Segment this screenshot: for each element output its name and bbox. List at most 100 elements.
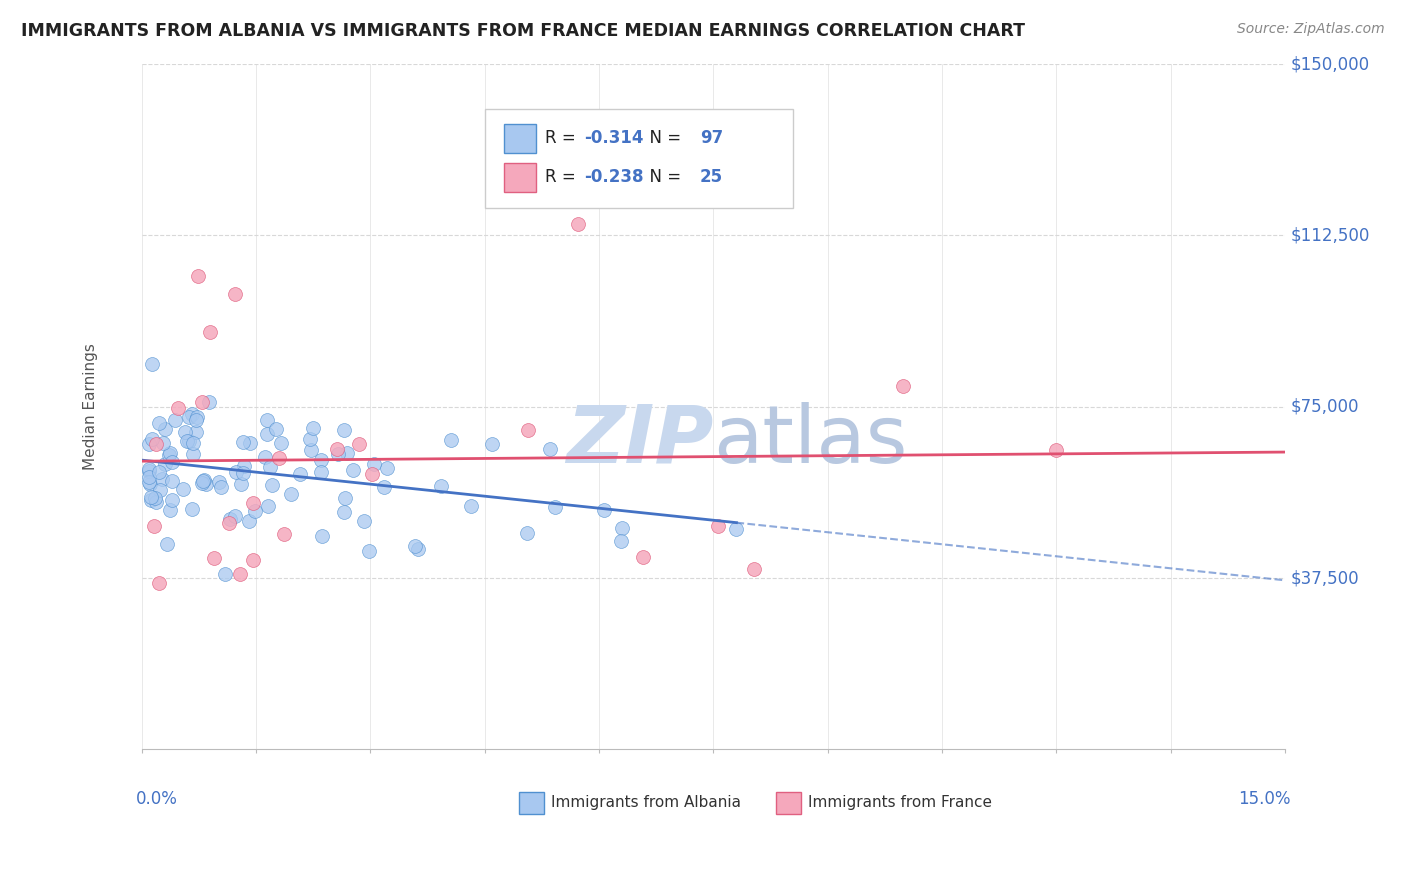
- Point: [232, 458, 254, 473]
- Point: [148, 465, 170, 479]
- Point: [357, 543, 380, 558]
- Point: [612, 521, 634, 535]
- Point: [361, 467, 384, 481]
- Point: [567, 217, 589, 231]
- Point: [267, 450, 290, 465]
- Point: [209, 480, 232, 494]
- Point: [742, 562, 765, 576]
- Point: [633, 549, 655, 564]
- Point: [891, 379, 914, 393]
- Point: [202, 550, 225, 565]
- Point: [172, 482, 194, 496]
- Point: [225, 465, 247, 479]
- Point: [309, 453, 332, 467]
- Point: [145, 436, 167, 450]
- Point: [167, 401, 190, 416]
- Text: N =: N =: [640, 169, 686, 186]
- FancyBboxPatch shape: [776, 792, 801, 814]
- Point: [253, 450, 276, 464]
- Point: [139, 476, 162, 491]
- Point: [273, 526, 295, 541]
- Point: [181, 447, 204, 461]
- Text: -0.238: -0.238: [585, 169, 644, 186]
- Point: [176, 434, 198, 449]
- Point: [187, 269, 209, 284]
- Point: [138, 475, 160, 489]
- Point: [138, 470, 160, 484]
- FancyBboxPatch shape: [505, 124, 536, 153]
- Point: [177, 434, 200, 448]
- Point: [260, 478, 283, 492]
- Point: [186, 409, 208, 424]
- FancyBboxPatch shape: [519, 792, 544, 814]
- Point: [148, 576, 170, 591]
- Point: [218, 511, 240, 525]
- Point: [218, 516, 240, 530]
- Point: [148, 416, 170, 430]
- Point: [430, 479, 453, 493]
- Point: [707, 518, 730, 533]
- Text: -0.314: -0.314: [585, 129, 644, 147]
- Point: [232, 466, 254, 480]
- Point: [610, 534, 633, 549]
- Point: [302, 421, 325, 435]
- Point: [538, 442, 561, 456]
- Point: [353, 514, 375, 528]
- Point: [299, 432, 322, 446]
- Point: [440, 433, 463, 447]
- Point: [326, 446, 349, 460]
- Text: Median Earnings: Median Earnings: [83, 343, 98, 470]
- Point: [179, 410, 201, 425]
- FancyBboxPatch shape: [505, 163, 536, 192]
- Point: [243, 504, 266, 518]
- Point: [333, 491, 356, 505]
- Point: [259, 459, 281, 474]
- Point: [404, 539, 426, 553]
- Point: [311, 529, 333, 543]
- Text: R =: R =: [546, 129, 582, 147]
- Point: [159, 445, 181, 459]
- Point: [159, 503, 181, 517]
- Point: [195, 477, 218, 491]
- Point: [193, 473, 215, 487]
- Point: [143, 491, 166, 505]
- Point: [163, 413, 186, 427]
- Point: [242, 552, 264, 566]
- Point: [309, 465, 332, 479]
- Point: [460, 499, 482, 513]
- Point: [229, 567, 252, 582]
- Point: [139, 490, 162, 504]
- Point: [184, 413, 207, 427]
- FancyBboxPatch shape: [485, 109, 793, 208]
- Point: [270, 436, 292, 450]
- Point: [242, 496, 264, 510]
- Point: [264, 422, 287, 436]
- Point: [257, 499, 280, 513]
- Text: 0.0%: 0.0%: [136, 790, 179, 808]
- Point: [162, 474, 184, 488]
- Text: 15.0%: 15.0%: [1239, 790, 1291, 808]
- Point: [238, 514, 260, 528]
- Point: [256, 427, 278, 442]
- Point: [593, 503, 616, 517]
- Point: [141, 432, 163, 446]
- Point: [152, 471, 174, 485]
- Point: [152, 436, 174, 450]
- Point: [363, 457, 385, 471]
- Point: [342, 463, 364, 477]
- Point: [149, 483, 172, 497]
- Point: [138, 462, 160, 476]
- Point: [224, 286, 246, 301]
- Point: [725, 522, 748, 536]
- Point: [208, 475, 231, 489]
- Point: [335, 446, 357, 460]
- Point: [143, 518, 166, 533]
- Point: [180, 407, 202, 421]
- Point: [153, 457, 176, 471]
- Point: [333, 423, 356, 437]
- Point: [191, 474, 214, 488]
- Point: [224, 508, 246, 523]
- Text: R =: R =: [546, 169, 582, 186]
- Point: [138, 437, 160, 451]
- Point: [516, 525, 538, 540]
